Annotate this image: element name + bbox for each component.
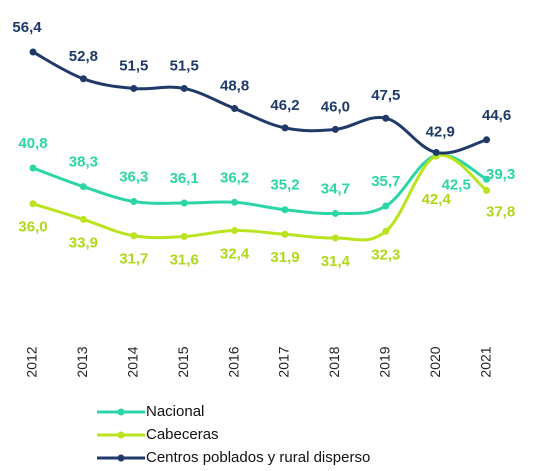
line bbox=[32, 153, 488, 242]
line bbox=[32, 50, 488, 155]
point bbox=[382, 227, 390, 235]
value-label: 31,7 bbox=[119, 251, 148, 268]
point bbox=[432, 148, 440, 156]
value-label: 46,2 bbox=[270, 97, 299, 114]
value-label: 32,3 bbox=[371, 246, 400, 263]
value-label: 42,9 bbox=[426, 123, 455, 140]
x-tick-label: 2016 bbox=[225, 346, 241, 377]
value-label: 47,5 bbox=[371, 87, 400, 104]
point bbox=[29, 164, 37, 172]
point bbox=[331, 209, 339, 217]
value-label: 37,8 bbox=[486, 203, 515, 220]
value-label: 46,0 bbox=[321, 98, 350, 115]
value-label: 31,6 bbox=[170, 251, 199, 268]
point bbox=[483, 175, 491, 183]
legend-marker bbox=[117, 408, 125, 416]
value-label: 52,8 bbox=[69, 48, 98, 65]
value-label: 32,4 bbox=[220, 246, 250, 263]
value-label: 36,2 bbox=[220, 169, 249, 186]
value-label: 36,1 bbox=[170, 170, 199, 187]
value-label: 42,5 bbox=[442, 176, 471, 193]
point bbox=[130, 198, 138, 206]
value-label: 56,4 bbox=[12, 19, 42, 36]
point bbox=[29, 200, 37, 208]
value-label: 31,4 bbox=[321, 253, 351, 270]
point bbox=[331, 234, 339, 242]
legend-label: Centros poblados y rural disperso bbox=[146, 449, 370, 466]
point bbox=[483, 136, 491, 144]
legend-marker bbox=[117, 454, 125, 462]
point bbox=[231, 227, 239, 235]
value-label: 31,9 bbox=[270, 249, 299, 266]
value-label: 36,3 bbox=[119, 169, 148, 186]
value-label: 35,2 bbox=[270, 177, 299, 194]
legend-label: Nacional bbox=[146, 403, 204, 420]
point bbox=[180, 199, 188, 207]
point bbox=[180, 233, 188, 241]
value-label: 39,3 bbox=[486, 166, 515, 183]
point bbox=[79, 75, 87, 83]
point bbox=[79, 183, 87, 191]
value-label: 35,7 bbox=[371, 173, 400, 190]
value-label: 51,5 bbox=[170, 57, 199, 74]
value-label: 36,0 bbox=[18, 219, 47, 236]
x-tick-label: 2020 bbox=[427, 346, 443, 377]
x-tick-label: 2018 bbox=[326, 346, 342, 377]
legend-marker bbox=[117, 431, 125, 439]
x-tick-label: 2015 bbox=[175, 346, 191, 377]
point bbox=[231, 198, 239, 206]
point bbox=[29, 48, 37, 56]
point bbox=[382, 114, 390, 122]
x-tick-label: 2014 bbox=[125, 346, 141, 377]
value-label: 48,8 bbox=[220, 78, 249, 95]
x-tick-label: 2012 bbox=[24, 346, 40, 377]
value-label: 33,9 bbox=[69, 234, 98, 251]
point bbox=[483, 186, 491, 194]
point bbox=[281, 230, 289, 238]
point bbox=[231, 105, 239, 113]
value-label: 42,4 bbox=[422, 191, 452, 208]
point bbox=[130, 84, 138, 92]
line bbox=[32, 153, 488, 216]
point bbox=[79, 215, 87, 223]
point bbox=[281, 206, 289, 214]
point bbox=[130, 232, 138, 240]
point bbox=[180, 84, 188, 92]
value-label: 40,8 bbox=[18, 135, 47, 152]
point bbox=[382, 202, 390, 210]
x-tick-label: 2021 bbox=[477, 346, 493, 377]
x-tick-label: 2019 bbox=[377, 346, 393, 377]
point bbox=[331, 125, 339, 133]
value-label: 38,3 bbox=[69, 154, 98, 171]
value-label: 44,6 bbox=[482, 107, 511, 124]
point bbox=[281, 124, 289, 132]
value-label: 34,7 bbox=[321, 180, 350, 197]
x-tick-label: 2017 bbox=[276, 346, 292, 377]
legend-label: Cabeceras bbox=[146, 426, 219, 443]
value-label: 51,5 bbox=[119, 57, 148, 74]
x-tick-label: 2013 bbox=[74, 346, 90, 377]
